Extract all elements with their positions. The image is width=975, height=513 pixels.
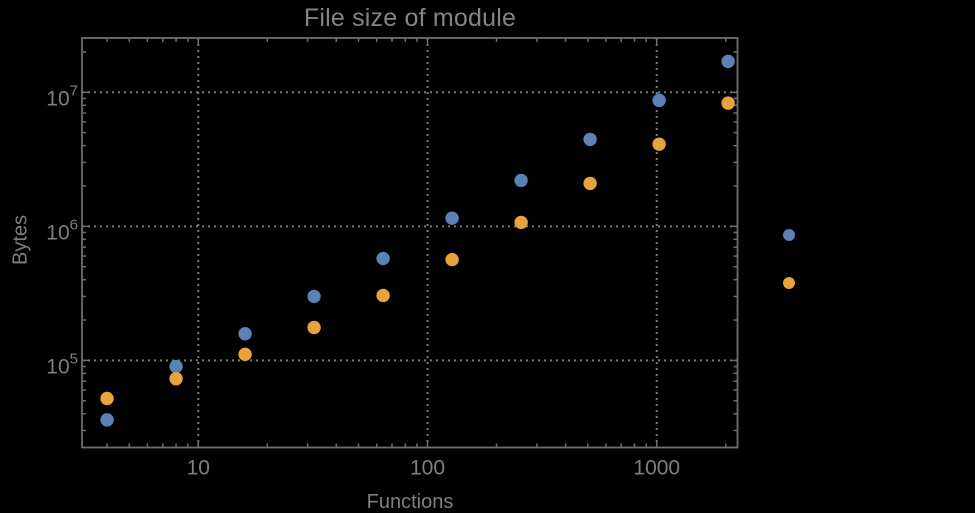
data-point-orange-x128 (445, 252, 459, 267)
x-tick-label-100: 100 (410, 457, 445, 480)
data-point-orange-x8 (169, 372, 183, 386)
legend-marker-blue (783, 229, 795, 241)
data-point-orange-x256 (514, 215, 528, 230)
data-point-blue-x2048 (721, 54, 735, 69)
data-point-orange-x16 (238, 347, 252, 362)
data-point-orange-x32 (307, 320, 321, 335)
data-point-blue-x4 (100, 413, 114, 427)
plot-frame (81, 37, 739, 449)
data-point-blue-x64 (376, 251, 390, 266)
data-point-orange-x512 (583, 176, 597, 191)
y-tick-label-10e5: 105 (46, 350, 78, 378)
data-point-blue-x32 (307, 289, 321, 304)
data-point-orange-x1024 (652, 137, 666, 151)
chart-title: File size of module (303, 4, 517, 32)
data-point-blue-x256 (514, 173, 528, 188)
x-axis-label: Functions (366, 491, 454, 513)
data-point-blue-x128 (445, 211, 459, 225)
y-tick-label-10e6: 106 (46, 216, 78, 244)
data-point-orange-x64 (376, 288, 390, 303)
data-point-blue-x512 (583, 132, 597, 147)
data-point-blue-x1024 (652, 93, 666, 108)
y-tick-label-10e7: 107 (46, 82, 78, 110)
data-point-blue-x8 (169, 359, 183, 374)
data-point-blue-x16 (238, 327, 252, 341)
data-point-orange-x4 (100, 391, 114, 406)
x-tick-label-10: 10 (187, 457, 210, 480)
x-tick-label-1000: 1000 (633, 457, 680, 480)
legend-marker-orange (783, 277, 795, 289)
y-axis-label: Bytes (9, 214, 32, 266)
data-point-orange-x2048 (721, 96, 735, 110)
